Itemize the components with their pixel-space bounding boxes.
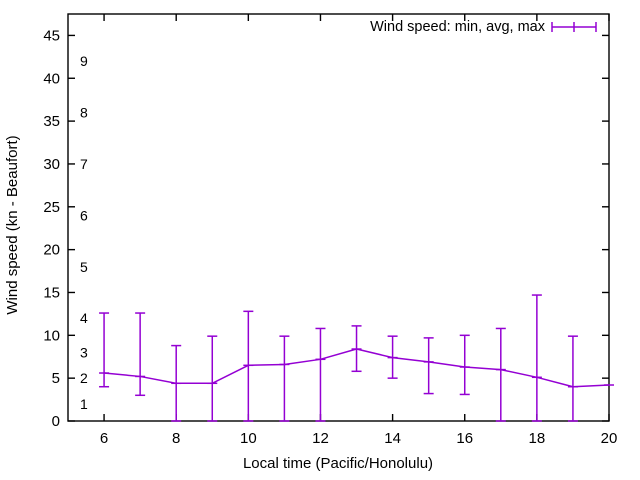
beaufort-label: 5 [80,259,88,275]
beaufort-scale-labels: 1 2 3 4 5 6 7 8 9 [80,53,88,412]
x-tick-label: 10 [240,430,257,447]
y-tick-label: 5 [52,370,60,387]
beaufort-label: 1 [80,396,88,412]
legend-label: Wind speed: min, avg, max [370,19,546,35]
y-tick-label: 45 [43,27,60,44]
y-tick-label: 15 [43,284,60,301]
y-tick-label: 25 [43,199,60,216]
y-tick-label: 0 [52,413,60,430]
y-tick-label: 40 [43,70,60,87]
y-tick-label: 30 [43,156,60,173]
chart-legend[interactable]: Wind speed: min, avg, max [370,19,597,35]
x-tick-label: 14 [384,430,401,447]
x-tick-label: 8 [172,430,180,447]
wind-speed-series [99,294,614,422]
x-tick-label: 20 [601,430,618,447]
x-axis-ticks: 6 8 10 12 14 16 18 20 [100,14,617,447]
beaufort-label: 6 [80,207,88,223]
x-tick-label: 12 [312,430,329,447]
y-tick-label: 35 [43,113,60,130]
beaufort-label: 8 [80,105,88,121]
beaufort-label: 7 [80,156,88,172]
plot-border [67,13,610,422]
beaufort-label: 4 [80,310,88,326]
y-tick-label: 20 [43,242,60,259]
x-tick-label: 16 [456,430,473,447]
beaufort-label: 2 [80,370,88,386]
x-axis-title: Local time (Pacific/Honolulu) [243,455,433,472]
y-tick-label: 10 [43,327,60,344]
x-tick-label: 6 [100,430,108,447]
beaufort-label: 9 [80,53,88,69]
beaufort-label: 3 [80,344,88,360]
y-axis-title: Wind speed (kn - Beaufort) [4,135,21,314]
avg-wind-speed-line [103,348,610,388]
x-tick-label: 18 [529,430,546,447]
